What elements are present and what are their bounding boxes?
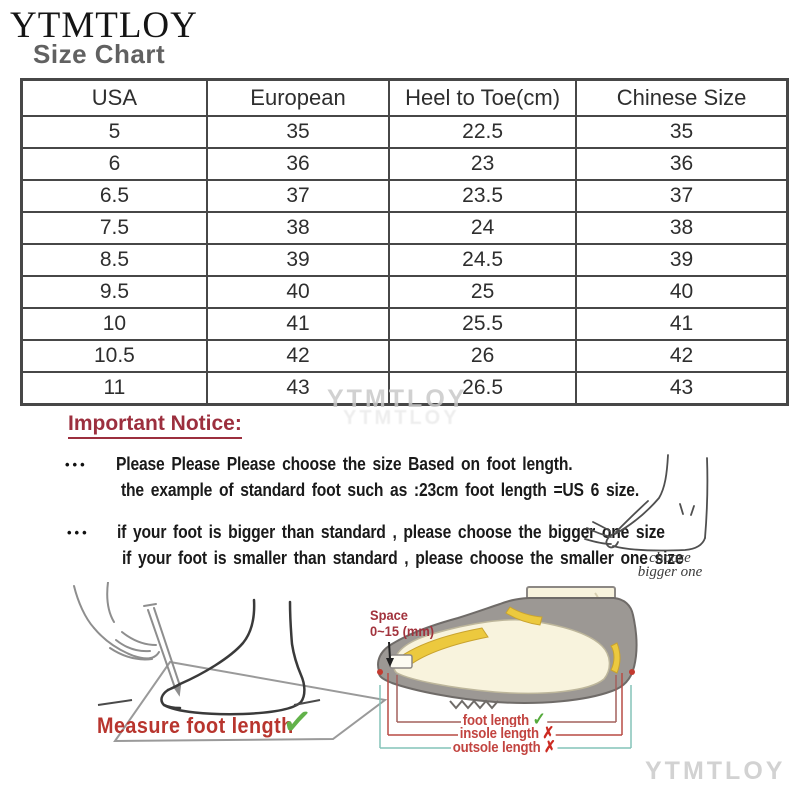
size-cell: 35 (575, 115, 789, 149)
size-cell: 37 (575, 179, 789, 213)
size-cell: 10 (20, 307, 208, 341)
size-cell: 23 (388, 147, 578, 181)
size-cell: 40 (575, 275, 789, 309)
table-row: 10.5 42 26 42 (20, 339, 789, 373)
label-text: foot length (462, 712, 530, 729)
label-text: insole length (459, 725, 539, 742)
notice-text: Please Please Please choose the size Bas… (116, 454, 573, 474)
size-cell: 24.5 (388, 243, 578, 277)
foot-length-label: foot length ✓ (461, 709, 548, 729)
shoe-cross-section-illustration (377, 586, 638, 749)
cross-icon: ✗ (542, 725, 555, 742)
table-row: 6 36 23 36 (20, 147, 789, 181)
size-cell: 22.5 (388, 115, 578, 149)
heel-sketch-illustration (584, 454, 709, 552)
size-cell: 42 (205, 339, 391, 373)
size-cell: 36 (205, 147, 391, 181)
hand-with-pen (73, 582, 182, 697)
check-icon: ✓ (279, 699, 315, 744)
size-cell: 6 (20, 147, 208, 181)
watermark: YTMTLOY (645, 757, 786, 785)
foot-outline (160, 598, 306, 716)
size-col-header: USA (20, 78, 208, 117)
size-cell: 11 (20, 371, 208, 406)
size-conversion-table: USA European Heel to Toe(cm) Chinese Siz… (20, 78, 789, 406)
size-cell: 25 (388, 275, 578, 309)
table-row: 6.5 37 23.5 37 (20, 179, 789, 213)
size-cell: 24 (388, 211, 578, 245)
notice-text: the example of standard foot such as :23… (121, 480, 640, 500)
bullet-icon: ••• (67, 525, 90, 540)
cross-icon: ✗ (543, 739, 556, 756)
size-cell: 41 (205, 307, 391, 341)
outsole-length-label: outsole length ✗ (451, 739, 558, 756)
size-cell: 42 (575, 339, 789, 373)
size-cell: 35 (205, 115, 391, 149)
table-row: 9.5 40 25 40 (20, 275, 789, 309)
table-row: 5 35 22.5 35 (20, 115, 789, 149)
caption-line: choose (649, 550, 691, 566)
size-cell: 26.5 (388, 371, 578, 406)
size-cell: 23.5 (388, 179, 578, 213)
size-col-header: European (205, 78, 391, 117)
size-cell: 5 (20, 115, 208, 149)
size-cell: 37 (205, 179, 391, 213)
size-cell: 40 (205, 275, 391, 309)
heel-caption: choose bigger one (610, 550, 730, 580)
size-cell: 38 (205, 211, 391, 245)
label-text: outsole length (452, 739, 541, 756)
table-row: 11 43 26.5 43 (20, 371, 789, 406)
page-title: Size Chart (33, 39, 166, 69)
size-cell: 43 (205, 371, 391, 406)
table-row: 7.5 38 24 38 (20, 211, 789, 245)
size-col-header: Heel to Toe(cm) (388, 78, 578, 117)
size-cell: 26 (388, 339, 578, 373)
space-label-line: Space (370, 607, 408, 623)
size-cell: 9.5 (20, 275, 208, 309)
measure-caption: Measure foot length (97, 713, 294, 738)
size-cell: 8.5 (20, 243, 208, 277)
brand-logo: YTMTLOY (10, 5, 198, 46)
watermark: YTMTLOY (343, 407, 460, 429)
size-col-header: Chinese Size (575, 78, 789, 117)
size-cell: 6.5 (20, 179, 208, 213)
insole-length-label: insole length ✗ (458, 725, 556, 742)
size-cell: 39 (575, 243, 789, 277)
notice-text: if your foot is smaller than standard , … (122, 548, 684, 568)
space-label: Space 0~15 (mm) (370, 607, 434, 639)
size-cell: 25.5 (388, 307, 578, 341)
pencil-tick-marks (97, 699, 321, 706)
size-cell: 38 (575, 211, 789, 245)
size-cell: 41 (575, 307, 789, 341)
insole-highlight (399, 606, 621, 674)
caption-line: bigger one (637, 564, 703, 580)
size-cell: 7.5 (20, 211, 208, 245)
size-cell: 36 (575, 147, 789, 181)
foot-measure-illustration (73, 582, 388, 743)
size-cell: 39 (205, 243, 391, 277)
size-cell: 43 (575, 371, 789, 406)
notice-text: if your foot is bigger than standard , p… (117, 522, 665, 542)
bullet-icon: ••• (65, 457, 88, 472)
table-row: 8.5 39 24.5 39 (20, 243, 789, 277)
table-row: 10 41 25.5 41 (20, 307, 789, 341)
table-header-row: USA European Heel to Toe(cm) Chinese Siz… (20, 78, 789, 117)
space-label-line: 0~15 (mm) (370, 623, 435, 639)
check-icon: ✓ (532, 709, 546, 729)
notice-heading: Important Notice: (68, 412, 242, 439)
size-cell: 10.5 (20, 339, 208, 373)
